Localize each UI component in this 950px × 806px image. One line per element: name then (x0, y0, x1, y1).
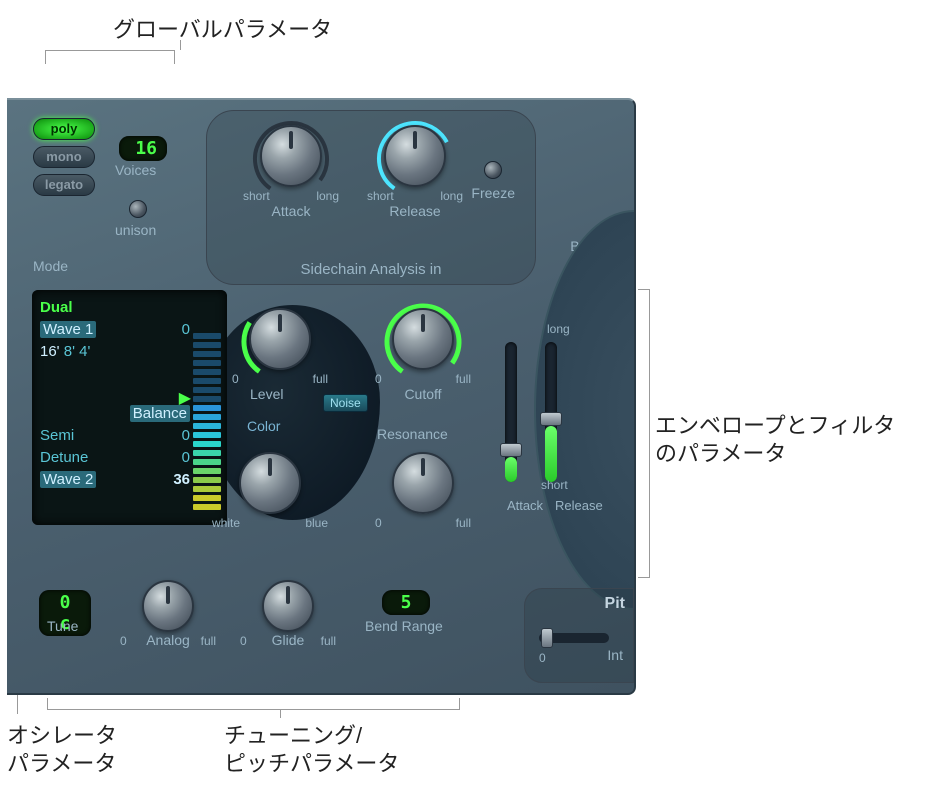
freeze-button[interactable] (484, 161, 502, 179)
attack-short-label: short (243, 189, 270, 203)
poly-button[interactable]: poly (33, 118, 95, 140)
level-zero: 0 (232, 372, 239, 386)
callout-tuning (280, 710, 281, 718)
voices-value[interactable]: 16 (119, 136, 167, 161)
glide-full: full (321, 634, 336, 648)
bracket-global (45, 50, 175, 64)
lcd-footage[interactable]: 16' 8' 4' (40, 343, 90, 360)
lcd-semi[interactable]: Semi (40, 427, 74, 444)
noise-button[interactable]: Noise (323, 394, 368, 412)
level-label: Level (232, 386, 328, 402)
sidechain-box: short long Attack short long Release Freez… (206, 110, 536, 285)
lcd-detune[interactable]: Detune (40, 449, 88, 466)
synth-panel: poly mono legato Mode 16 Voices unison s… (7, 98, 636, 695)
resonance-label: Resonance (377, 426, 448, 442)
oscillator-lcd: Dual Wave 10 16' 8' 4' Balance Semi0 Det… (32, 290, 227, 525)
env-attack-slider[interactable] (505, 342, 517, 482)
sidechain-release-label: Release (367, 203, 463, 219)
blue-label: blue (305, 516, 328, 530)
resonance-full: full (456, 516, 471, 530)
legato-button[interactable]: legato (33, 174, 95, 196)
cutoff-full: full (456, 372, 471, 386)
analog-full: full (201, 634, 216, 648)
resonance-zero: 0 (375, 516, 382, 530)
sidechain-attack-knob[interactable] (260, 125, 322, 187)
bracket-envelope (638, 289, 650, 578)
callout-global (180, 40, 181, 50)
lcd-dual[interactable]: Dual (40, 299, 73, 316)
annotation-osc-2: パラメータ (7, 746, 116, 778)
bend-label: Bend Range (365, 618, 443, 634)
mode-label: Mode (33, 258, 68, 274)
lcd-detune-val[interactable]: 0 (182, 449, 190, 466)
sidechain-attack-label: Attack (243, 203, 339, 219)
lcd-wave2-val[interactable]: 36 (173, 471, 190, 488)
mono-button[interactable]: mono (33, 146, 95, 168)
lcd-wave2[interactable]: Wave 2 (40, 471, 96, 488)
lcd-wave1-val[interactable]: 0 (182, 321, 190, 338)
lcd-wave1[interactable]: Wave 1 (40, 321, 96, 338)
pitch-int-label: Int (607, 647, 623, 663)
pitch-zero: 0 (539, 651, 546, 665)
resonance-knob[interactable] (392, 452, 454, 514)
cutoff-label: Cutoff (375, 386, 471, 402)
annotation-global: グローバルパラメータ (113, 12, 332, 44)
level-full: full (313, 372, 328, 386)
bracket-tuning (47, 698, 460, 710)
pitch-label: Pit (605, 595, 625, 613)
mode-group: poly mono legato (33, 118, 95, 202)
env-release-label: Release (555, 498, 601, 513)
white-label: white (212, 516, 240, 530)
level-knob[interactable] (249, 308, 311, 370)
pitch-int-slider[interactable] (539, 633, 609, 643)
analog-zero: 0 (120, 634, 127, 648)
tune-label: Tune (47, 618, 78, 634)
color-label: Color (247, 418, 280, 434)
color-knob[interactable] (239, 452, 301, 514)
env-short-label: short (541, 478, 568, 492)
lcd-semi-val[interactable]: 0 (182, 427, 190, 444)
meter-pointer: ▶ (179, 388, 191, 408)
unison-button[interactable] (129, 200, 147, 218)
analog-knob[interactable] (142, 580, 194, 632)
sidechain-title: Sidechain Analysis in (207, 261, 535, 278)
cutoff-knob[interactable] (392, 308, 454, 370)
env-release-slider[interactable] (545, 342, 557, 482)
annotation-tuning-2: ピッチパラメータ (224, 746, 399, 778)
bend-value[interactable]: 5 (382, 590, 430, 615)
cutoff-zero: 0 (375, 372, 382, 386)
release-long-label: long (440, 189, 463, 203)
unison-label: unison (115, 222, 156, 238)
freeze-label: Freeze (471, 185, 515, 201)
env-attack-label: Attack (505, 498, 545, 513)
sidechain-release-knob[interactable] (384, 125, 446, 187)
annotation-envelope-2: のパラメータ (655, 436, 786, 468)
glide-zero: 0 (240, 634, 247, 648)
attack-long-label: long (316, 189, 339, 203)
pitch-section: Pit 0 Int (524, 588, 634, 683)
voices-label: Voices (115, 162, 156, 178)
env-long-label: long (547, 322, 570, 336)
release-short-label: short (367, 189, 394, 203)
glide-knob[interactable] (262, 580, 314, 632)
